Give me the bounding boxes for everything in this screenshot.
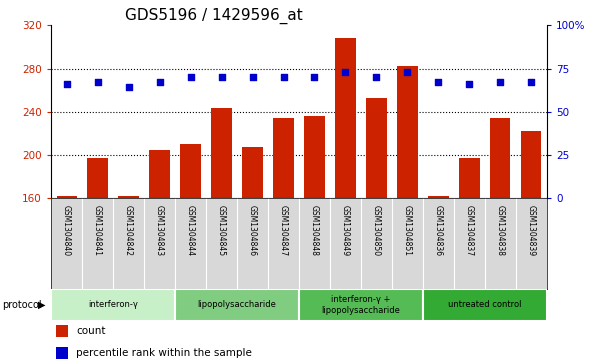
- Text: GSM1304839: GSM1304839: [527, 205, 536, 256]
- Point: [248, 74, 257, 80]
- Text: GSM1304842: GSM1304842: [124, 205, 133, 256]
- Text: GSM1304846: GSM1304846: [248, 205, 257, 256]
- Point: [186, 74, 195, 80]
- FancyBboxPatch shape: [175, 289, 299, 321]
- Point: [310, 74, 319, 80]
- Text: GSM1304851: GSM1304851: [403, 205, 412, 256]
- Text: GDS5196 / 1429596_at: GDS5196 / 1429596_at: [126, 8, 304, 24]
- Point: [341, 69, 350, 75]
- Bar: [88, 158, 108, 198]
- Point: [403, 69, 412, 75]
- Bar: [490, 118, 510, 198]
- Bar: [56, 347, 69, 359]
- Bar: [459, 158, 480, 198]
- Text: lipopolysaccharide: lipopolysaccharide: [198, 301, 276, 309]
- Text: GSM1304843: GSM1304843: [155, 205, 164, 256]
- Bar: [335, 38, 356, 198]
- FancyBboxPatch shape: [299, 289, 423, 321]
- Bar: [56, 325, 69, 337]
- Bar: [118, 196, 139, 198]
- Text: GSM1304849: GSM1304849: [341, 205, 350, 256]
- Bar: [367, 98, 386, 198]
- Bar: [180, 144, 201, 198]
- Bar: [56, 196, 77, 198]
- Text: ▶: ▶: [38, 300, 45, 310]
- Point: [62, 81, 72, 87]
- Point: [154, 79, 164, 85]
- Point: [465, 81, 474, 87]
- Text: percentile rank within the sample: percentile rank within the sample: [76, 348, 252, 358]
- FancyBboxPatch shape: [423, 289, 547, 321]
- Point: [526, 79, 536, 85]
- Bar: [242, 147, 263, 198]
- Bar: [273, 118, 293, 198]
- Text: interferon-γ +
lipopolysaccharide: interferon-γ + lipopolysaccharide: [322, 295, 400, 315]
- Point: [434, 79, 444, 85]
- Point: [371, 74, 381, 80]
- Point: [279, 74, 288, 80]
- FancyBboxPatch shape: [51, 289, 175, 321]
- Point: [124, 85, 133, 90]
- Text: GSM1304841: GSM1304841: [93, 205, 102, 256]
- Text: GSM1304850: GSM1304850: [372, 205, 381, 256]
- Point: [93, 79, 102, 85]
- Text: GSM1304838: GSM1304838: [496, 205, 505, 256]
- Point: [217, 74, 227, 80]
- Text: protocol: protocol: [2, 300, 41, 310]
- Text: GSM1304840: GSM1304840: [62, 205, 71, 256]
- Bar: [305, 116, 325, 198]
- Bar: [429, 196, 448, 198]
- Bar: [150, 150, 169, 198]
- Text: GSM1304847: GSM1304847: [279, 205, 288, 256]
- Text: GSM1304836: GSM1304836: [434, 205, 443, 256]
- Bar: [397, 66, 418, 198]
- Bar: [521, 131, 542, 198]
- Text: GSM1304848: GSM1304848: [310, 205, 319, 256]
- Text: interferon-γ: interferon-γ: [88, 301, 138, 309]
- Point: [496, 79, 505, 85]
- Text: GSM1304844: GSM1304844: [186, 205, 195, 256]
- Bar: [212, 109, 231, 198]
- Text: GSM1304837: GSM1304837: [465, 205, 474, 256]
- Text: untreated control: untreated control: [448, 301, 522, 309]
- Text: count: count: [76, 326, 105, 336]
- Text: GSM1304845: GSM1304845: [217, 205, 226, 256]
